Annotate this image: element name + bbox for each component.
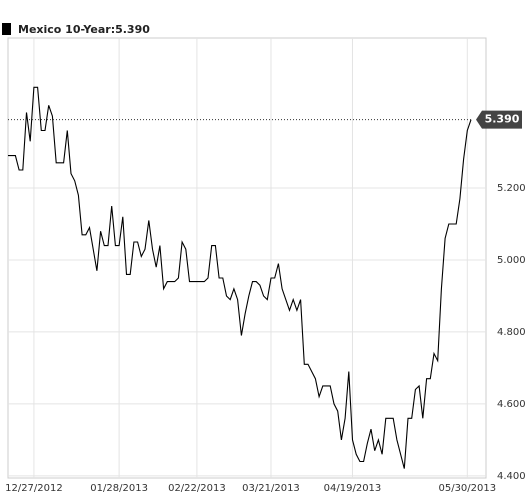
x-tick-label: 04/19/2013 bbox=[324, 483, 382, 494]
y-tick-label: 4.400 bbox=[497, 471, 525, 482]
plot-frame bbox=[7, 37, 487, 479]
x-tick-label: 02/22/2013 bbox=[168, 483, 226, 494]
chart-title: Mexico 10-Year:5.390 bbox=[18, 23, 150, 36]
legend-swatch bbox=[2, 23, 11, 35]
x-tick-label: 05/30/2013 bbox=[438, 483, 496, 494]
x-tick-label: 12/27/2012 bbox=[5, 483, 63, 494]
y-tick-label: 4.600 bbox=[497, 399, 525, 410]
price-tag-label: 5.390 bbox=[485, 113, 520, 126]
x-tick-label: 01/28/2013 bbox=[90, 483, 148, 494]
y-tick-label: 5.000 bbox=[497, 255, 525, 266]
y-tick-label: 5.200 bbox=[497, 183, 525, 194]
data-line bbox=[8, 86, 472, 469]
price-tag bbox=[476, 110, 522, 129]
x-tick-label: 03/21/2013 bbox=[242, 483, 300, 494]
y-tick-label: 4.800 bbox=[497, 327, 525, 338]
